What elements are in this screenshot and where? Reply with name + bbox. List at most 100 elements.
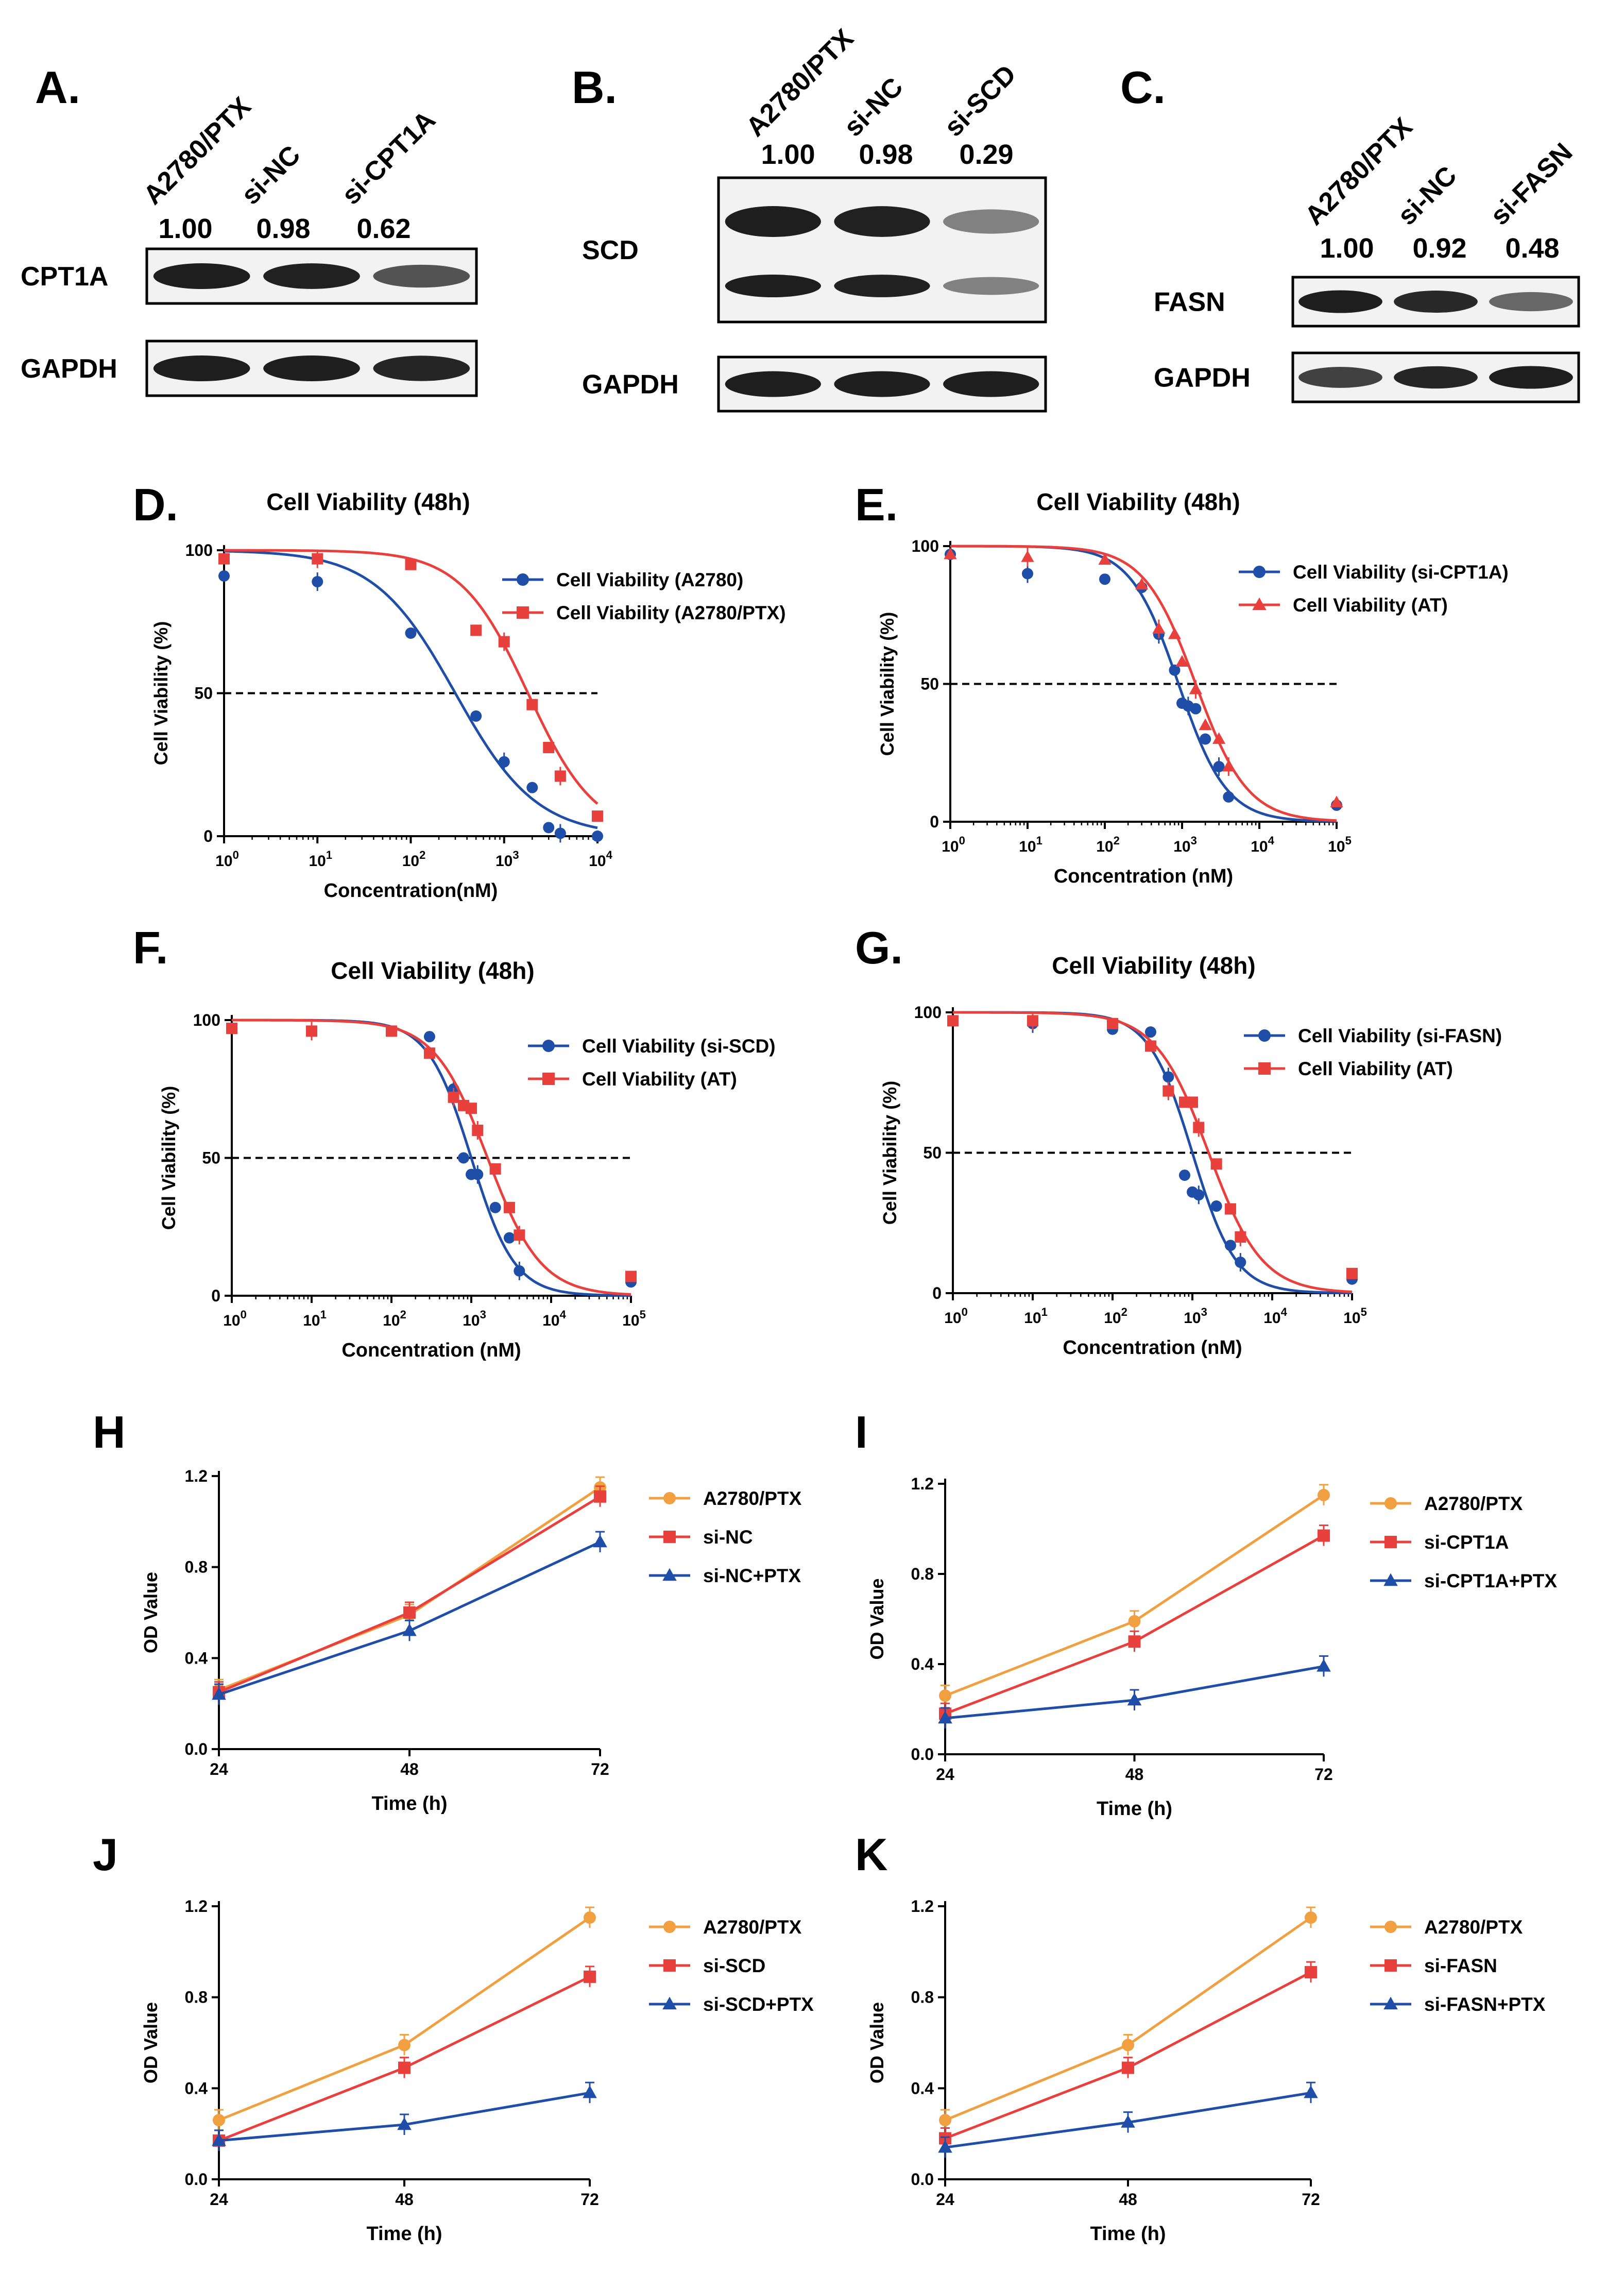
ratio-label: 0.62 [356,213,411,244]
x-axis-label: Concentration(nM) [324,880,498,902]
fit-curve [224,550,598,829]
y-tick-label: 100 [914,1003,942,1022]
lane-label: si-CPT1A [336,105,441,210]
legend-label: si-NC [703,1527,753,1548]
fit-curve [950,545,1337,822]
data-point [1223,791,1235,803]
blot-band [1394,291,1478,313]
data-point [526,782,538,793]
blot-row-label: GAPDH [21,354,117,384]
data-point [312,553,323,565]
series [939,1906,1317,2131]
x-tick-label: 48 [1119,2190,1137,2209]
legend-marker [542,1073,555,1085]
chart-panel: F. Cell Viability (48h) 0 50 100 100 101 102 103… [133,922,776,1361]
blot-band [263,355,360,381]
series [226,1019,637,1296]
data-point [213,2114,225,2127]
x-tick-label: 101 [1019,834,1042,855]
legend-label: si-CPT1A [1424,1532,1509,1553]
data-point [526,699,538,710]
y-tick-label: 50 [194,684,213,703]
panel-letter: A. [35,62,80,113]
data-point [498,756,510,768]
lane-label: si-FASN [1484,137,1578,231]
legend-marker [663,1921,676,1933]
legend-marker [663,1531,676,1543]
x-tick-label: 103 [463,1308,486,1329]
data-point [1122,2061,1134,2074]
y-axis-label: Cell Viability (%) [877,612,898,756]
legend-label: si-CPT1A+PTX [1424,1570,1557,1591]
data-point [625,1270,637,1282]
data-point [1199,718,1212,731]
y-tick-label: 0 [203,827,213,845]
x-tick-label: 103 [1173,834,1197,855]
legend-marker [663,1492,676,1504]
chart-panel: J 0.0 0.4 0.8 1.2 24 48 72 Time (h) OD Value A2780… [93,1829,814,2245]
x-tick-label: 24 [210,1760,228,1778]
series [213,1476,606,1701]
blot-band [834,206,930,237]
x-tick-label: 72 [580,2190,599,2209]
data-point [554,827,566,839]
y-tick-label: 50 [923,1144,942,1162]
series-line [945,1917,1312,2122]
lane-label: si-NC [1392,160,1462,231]
y-tick-label: 1.2 [911,1897,934,1916]
legend-label: si-NC+PTX [703,1565,801,1586]
y-axis-label: OD Value [140,1572,161,1653]
y-tick-label: 0.4 [911,2079,934,2097]
data-point [1193,1189,1205,1201]
data-point [939,1689,951,1702]
ratio-label: 1.00 [761,139,815,170]
data-point [1027,1015,1038,1027]
x-tick-label: 102 [402,849,426,870]
y-axis-label: Cell Viability (%) [879,1081,900,1225]
y-tick-label: 0.4 [185,1649,208,1667]
series-line [218,1917,591,2122]
y-tick-label: 0 [932,1284,942,1302]
legend-label: Cell Viability (A2780/PTX) [556,602,786,623]
lane-label: si-SCD [938,59,1022,143]
data-point [944,547,957,560]
y-tick-label: 0.0 [185,2170,208,2189]
data-point [398,2061,411,2074]
data-point [939,2114,951,2127]
blot-band [1489,292,1573,312]
blot-band [943,277,1039,295]
series [213,1485,606,1703]
panel-letter: D. [133,479,178,530]
x-tick-label: 48 [395,2190,414,2209]
ratio-label: 1.00 [158,213,212,244]
data-point [226,1023,237,1035]
y-tick-label: 1.2 [911,1475,934,1493]
data-point [1127,1692,1142,1706]
legend: A2780/PTX si-NC si-NC+PTX [649,1488,802,1586]
legend: Cell Viability (si-FASN) Cell Viability (… [1244,1025,1502,1079]
y-tick-label: 0.8 [185,1988,208,2007]
data-point [218,570,230,582]
x-tick-label: 102 [1104,1306,1127,1327]
x-tick-label: 101 [303,1308,327,1329]
data-point [503,1232,515,1244]
data-point [1318,1529,1330,1542]
y-axis-label: OD Value [866,1578,887,1659]
panel-letter: H [93,1406,126,1457]
blot-band [725,371,821,397]
data-point [405,558,417,570]
legend-label: si-FASN [1424,1955,1497,1976]
x-axis-label: Concentration (nM) [341,1340,521,1361]
x-tick-label: 103 [495,849,519,870]
data-point [457,1152,469,1164]
y-tick-label: 0.0 [911,2170,934,2189]
legend-label: Cell Viability (A2780) [556,569,743,590]
data-point [1187,1096,1198,1108]
x-tick-label: 103 [1184,1306,1207,1327]
y-tick-label: 1.2 [185,1467,208,1485]
data-point [448,1091,459,1103]
data-point [592,810,603,822]
data-point [1168,628,1182,639]
